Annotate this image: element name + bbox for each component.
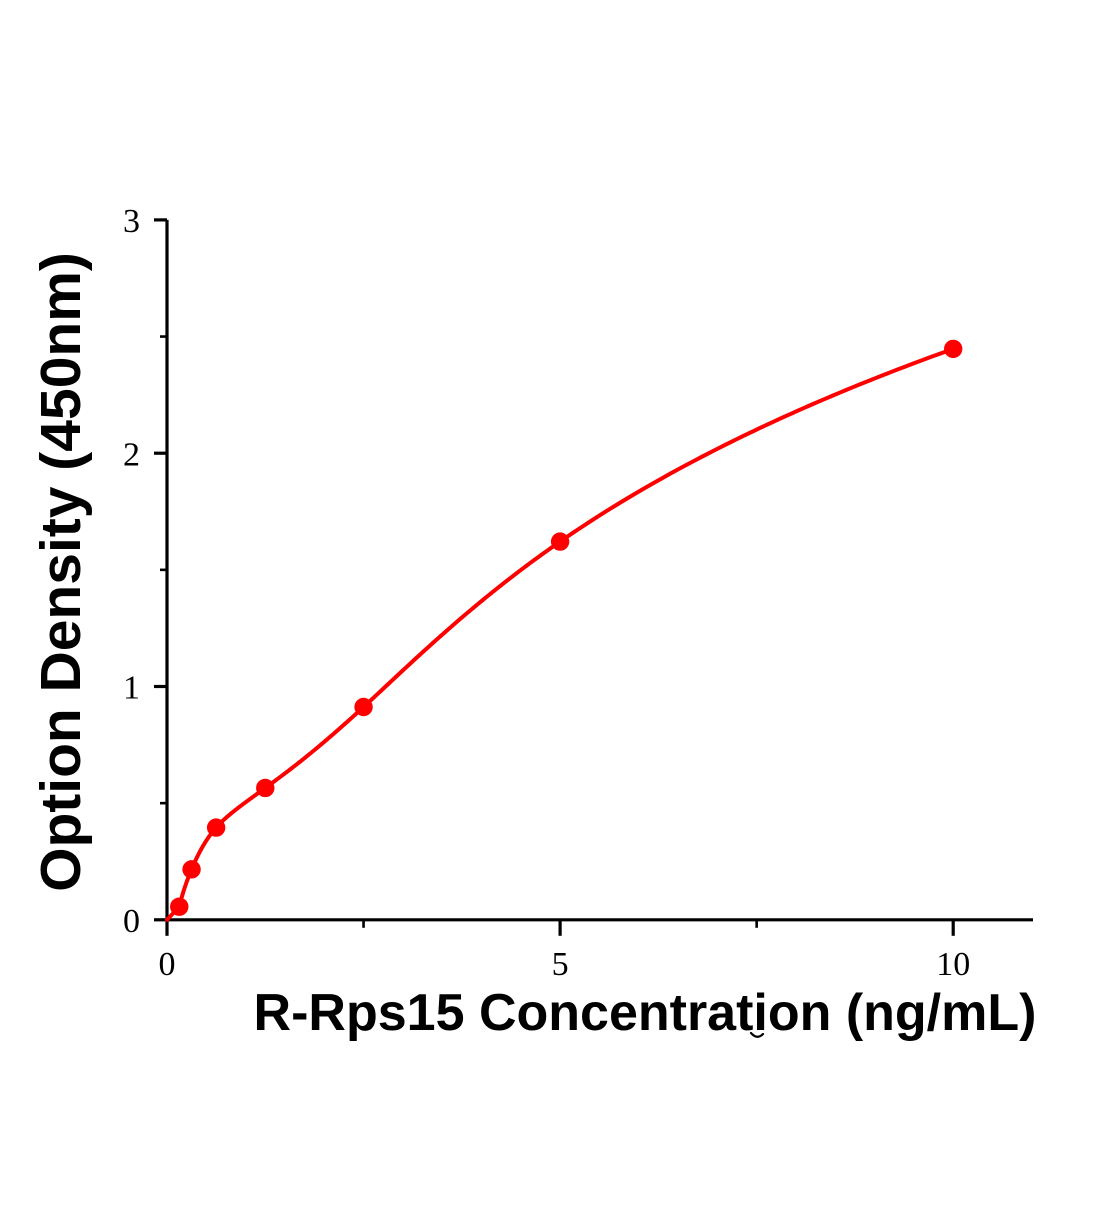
svg-text:2: 2 (123, 436, 140, 473)
svg-text:10: 10 (936, 946, 970, 983)
svg-text:3: 3 (123, 203, 140, 240)
svg-text:1: 1 (123, 670, 140, 707)
svg-text:R-Rps15 Concentration (ng/mL): R-Rps15 Concentration (ng/mL) (254, 984, 1037, 1042)
svg-text:Option Density (450nm): Option Density (450nm) (29, 252, 93, 892)
svg-text:5: 5 (552, 946, 569, 983)
svg-text:0: 0 (159, 946, 176, 983)
svg-text:0: 0 (123, 903, 140, 940)
